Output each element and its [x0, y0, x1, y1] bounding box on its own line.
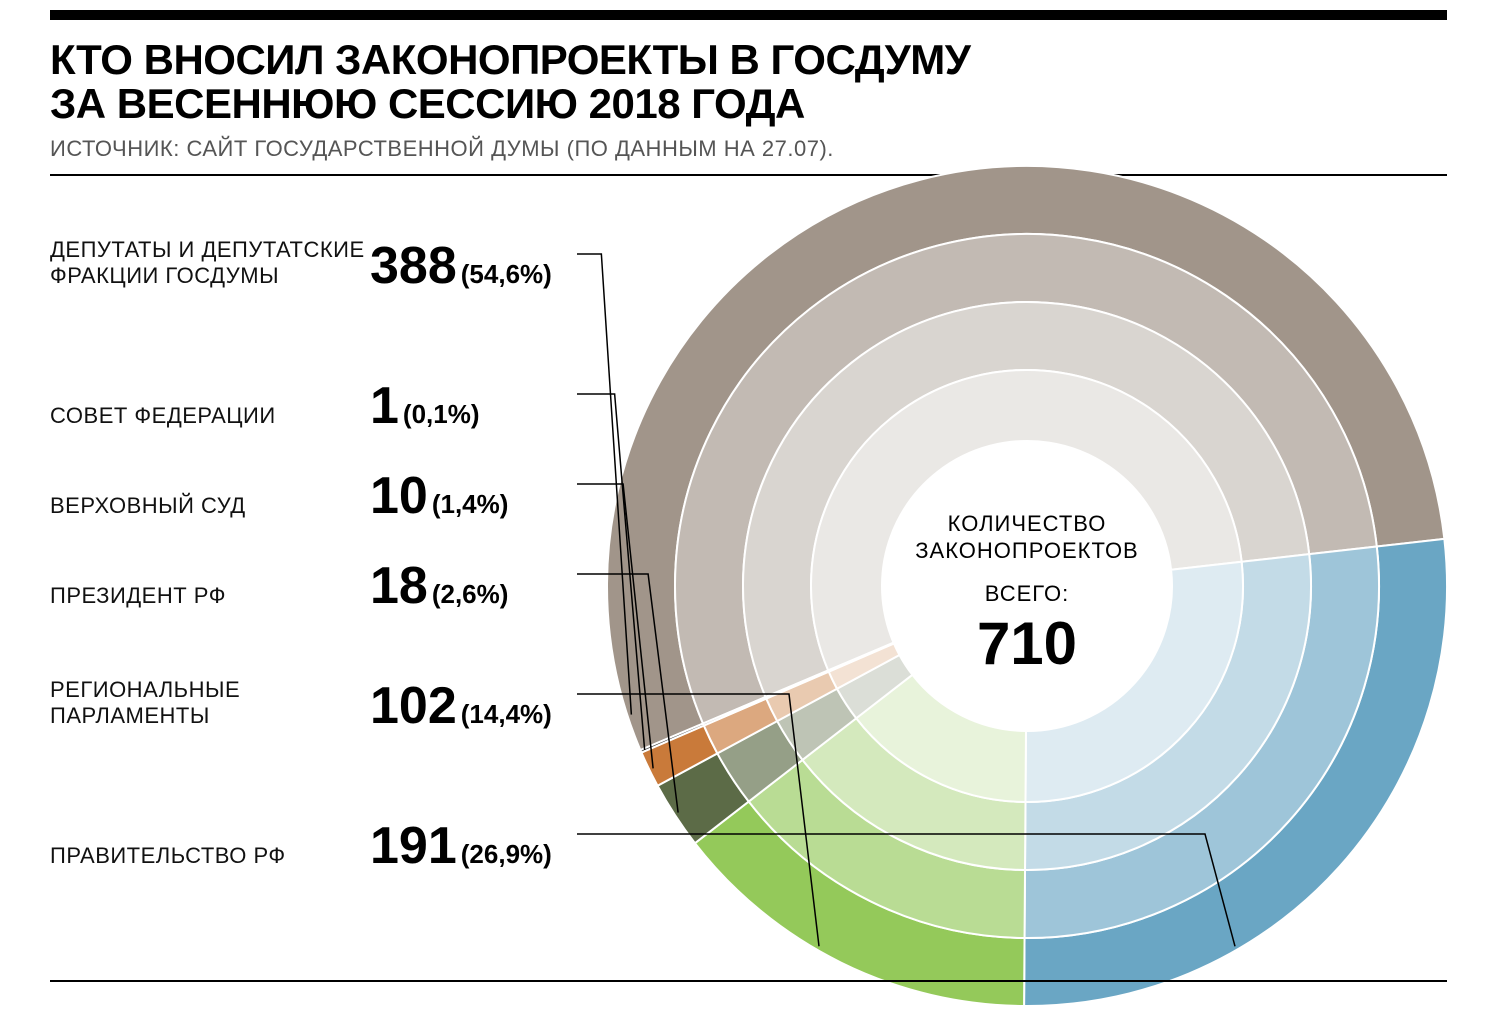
donut-chart: КОЛИЧЕСТВОЗАКОНОПРОЕКТОВ ВСЕГО: 710 — [587, 146, 1467, 1026]
top-rule — [50, 10, 1447, 20]
legend-value-council: 1 — [370, 376, 399, 436]
legend-label-court: ВЕРХОВНЫЙ СУД — [50, 493, 360, 519]
legend-row-court: ВЕРХОВНЫЙ СУД 10(1,4%) — [50, 466, 508, 526]
center-total: 710 — [977, 610, 1077, 677]
title-line2: ЗА ВЕСЕННЮЮ СЕССИЮ 2018 ГОДА — [50, 80, 805, 127]
chart-title: КТО ВНОСИЛ ЗАКОНОПРОЕКТЫ В ГОСДУМУ ЗА ВЕ… — [50, 38, 1447, 126]
legend-label-deputies: ДЕПУТАТЫ И ДЕПУТАТСКИЕФРАКЦИИ ГОСДУМЫ — [50, 237, 360, 290]
legend-row-deputies: ДЕПУТАТЫ И ДЕПУТАТСКИЕФРАКЦИИ ГОСДУМЫ388… — [50, 236, 552, 296]
legend-value-deputies: 388 — [370, 236, 457, 296]
legend-row-gov: ПРАВИТЕЛЬСТВО РФ 191(26,9%) — [50, 816, 552, 876]
legend-pct-president: (2,6%) — [432, 579, 509, 610]
legend-value-gov: 191 — [370, 816, 457, 876]
legend-value-regional: 102 — [370, 676, 457, 736]
legend-pct-regional: (14,4%) — [461, 699, 552, 730]
legend-value-president: 18 — [370, 556, 428, 616]
center-line3: ВСЕГО: — [985, 581, 1069, 606]
legend-pct-court: (1,4%) — [432, 489, 509, 520]
legend-value-court: 10 — [370, 466, 428, 526]
legend-label-regional: РЕГИОНАЛЬНЫЕПАРЛАМЕНТЫ — [50, 677, 360, 730]
center-line1: КОЛИЧЕСТВО — [948, 511, 1107, 536]
legend-label-gov: ПРАВИТЕЛЬСТВО РФ — [50, 843, 360, 869]
legend-row-president: ПРЕЗИДЕНТ РФ 18(2,6%) — [50, 556, 508, 616]
chart-area: ДЕПУТАТЫ И ДЕПУТАТСКИЕФРАКЦИИ ГОСДУМЫ388… — [50, 176, 1447, 996]
center-line2: ЗАКОНОПРОЕКТОВ — [915, 538, 1138, 563]
bottom-rule — [50, 980, 1447, 982]
legend-pct-council: (0,1%) — [403, 399, 480, 430]
legend-label-council: СОВЕТ ФЕДЕРАЦИИ — [50, 403, 360, 429]
legend-label-president: ПРЕЗИДЕНТ РФ — [50, 583, 360, 609]
legend-row-regional: РЕГИОНАЛЬНЫЕПАРЛАМЕНТЫ102(14,4%) — [50, 676, 552, 736]
title-line1: КТО ВНОСИЛ ЗАКОНОПРОЕКТЫ В ГОСДУМУ — [50, 36, 970, 83]
legend-pct-deputies: (54,6%) — [461, 259, 552, 290]
legend-pct-gov: (26,9%) — [461, 839, 552, 870]
legend-row-council: СОВЕТ ФЕДЕРАЦИИ 1(0,1%) — [50, 376, 480, 436]
